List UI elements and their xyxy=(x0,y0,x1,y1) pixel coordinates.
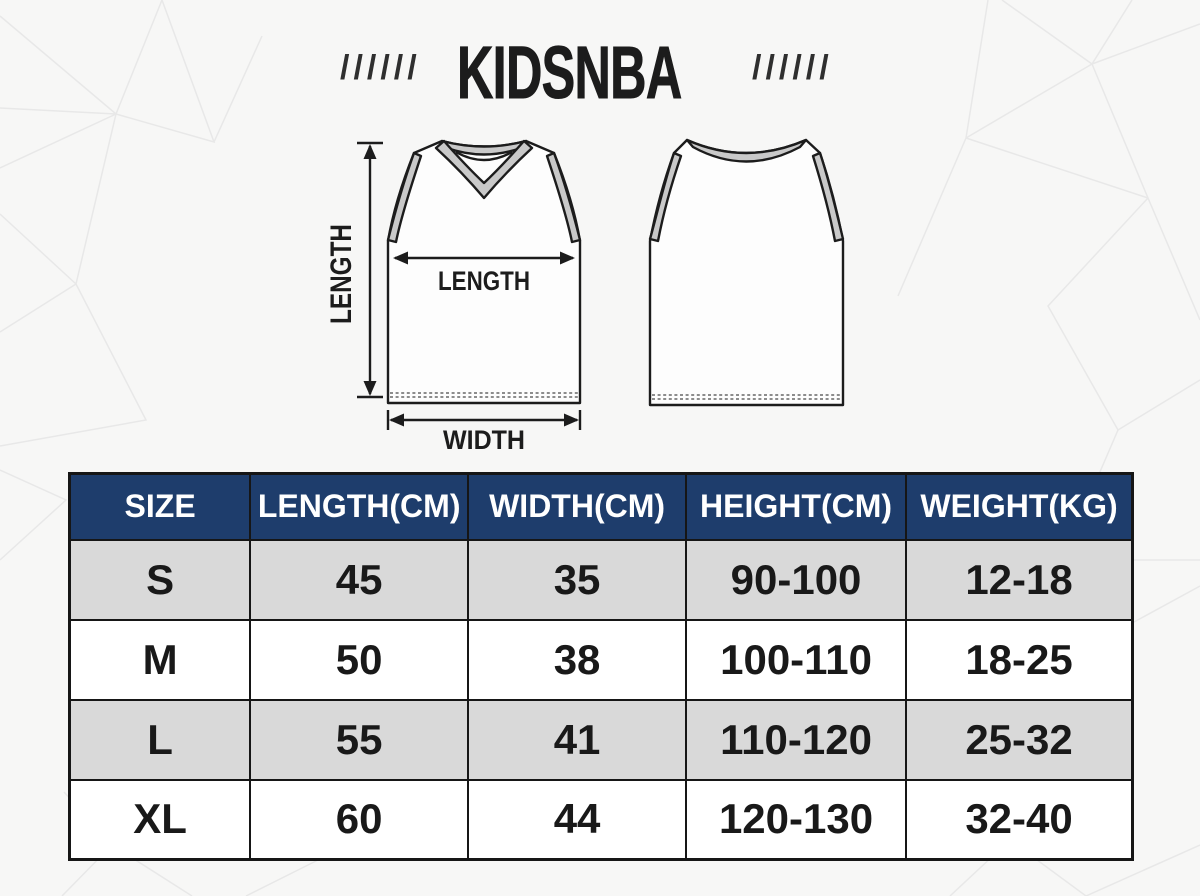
cell-width: 44 xyxy=(467,778,688,861)
jersey-back-view xyxy=(648,138,845,407)
jersey-front-view xyxy=(386,139,582,405)
cell-size: M xyxy=(68,618,252,701)
length-arrow-vertical xyxy=(357,141,383,399)
cell-length: 45 xyxy=(249,538,470,621)
column-header-width: WIDTH(CM) xyxy=(467,472,688,541)
cell-height: 90-100 xyxy=(685,538,908,621)
page-title: KIDSNBA xyxy=(457,31,683,114)
size-chart-table: SIZE LENGTH(CM) WIDTH(CM) HEIGHT(CM) WEI… xyxy=(68,472,1134,861)
cell-width: 38 xyxy=(467,618,688,701)
cell-length: 55 xyxy=(249,698,470,781)
table-header-row: SIZE LENGTH(CM) WIDTH(CM) HEIGHT(CM) WEI… xyxy=(68,472,1134,541)
cell-width: 41 xyxy=(467,698,688,781)
table-row-s: S 45 35 90-100 12-18 xyxy=(68,538,1134,621)
cell-size: XL xyxy=(68,778,252,861)
width-arrow-bottom xyxy=(386,410,582,430)
column-header-length: LENGTH(CM) xyxy=(249,472,470,541)
length-chest-label: LENGTH xyxy=(438,266,530,296)
table-row-m: M 50 38 100-110 18-25 xyxy=(68,618,1134,701)
length-arrow-chest xyxy=(393,251,575,265)
column-header-size: SIZE xyxy=(68,472,252,541)
cell-weight: 25-32 xyxy=(905,698,1134,781)
cell-height: 120-130 xyxy=(685,778,908,861)
table-row-xl: XL 60 44 120-130 32-40 xyxy=(68,778,1134,861)
cell-weight: 32-40 xyxy=(905,778,1134,861)
cell-length: 50 xyxy=(249,618,470,701)
cell-weight: 18-25 xyxy=(905,618,1134,701)
cell-size: L xyxy=(68,698,252,781)
cell-size: S xyxy=(68,538,252,621)
column-header-weight: WEIGHT(KG) xyxy=(905,472,1134,541)
slash-decoration-left: ////// xyxy=(340,49,421,87)
column-header-height: HEIGHT(CM) xyxy=(685,472,908,541)
cell-height: 100-110 xyxy=(685,618,908,701)
length-vertical-label: LENGTH xyxy=(330,224,358,324)
cell-width: 35 xyxy=(467,538,688,621)
table-row-l: L 55 41 110-120 25-32 xyxy=(68,698,1134,781)
width-bottom-label: WIDTH xyxy=(443,425,525,455)
cell-weight: 12-18 xyxy=(905,538,1134,621)
cell-length: 60 xyxy=(249,778,470,861)
cell-height: 110-120 xyxy=(685,698,908,781)
slash-decoration-right: ////// xyxy=(752,49,833,87)
jersey-measurement-diagram: LENGTH LENGTH WIDTH xyxy=(330,138,845,455)
